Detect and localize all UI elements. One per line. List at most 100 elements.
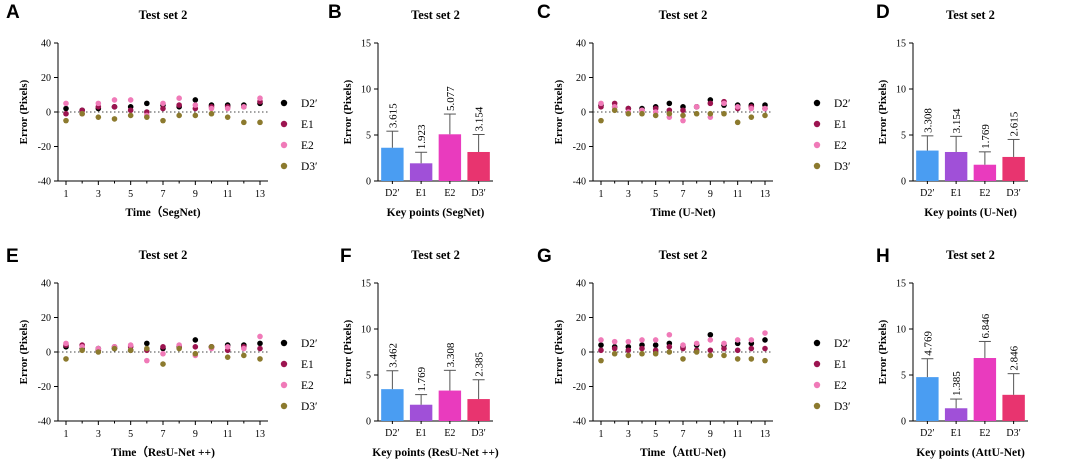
data-point-d3: [666, 110, 673, 117]
bar: [409, 163, 433, 181]
data-point-d3: [127, 347, 134, 354]
data-point-d3: [693, 349, 700, 355]
legend-label: D3′: [834, 161, 851, 173]
data-point-d3: [257, 119, 263, 126]
panel-d: D Test set 2 15 10 5 0 3.308 D2′ 3.154 E1 1.769 E2 2…: [876, 2, 1028, 219]
data-point-d3: [734, 119, 741, 126]
y-tick-label: 15: [361, 39, 371, 50]
y-tick-label: 40: [576, 39, 586, 50]
data-point-e2: [734, 104, 741, 110]
x-tick-label: E2: [979, 428, 990, 439]
x-tick-label: 1: [599, 429, 604, 440]
y-tick-label: 0: [901, 177, 906, 188]
y-axis-label: Error (Pixels): [877, 79, 889, 144]
data-point-d3: [144, 345, 150, 352]
bar: [409, 404, 433, 421]
data-point-e1: [680, 107, 686, 114]
x-tick-label: E1: [951, 188, 962, 199]
data-point-d3: [241, 119, 247, 126]
data-point-d3: [160, 361, 166, 367]
x-axis-label: Time (U-Net): [650, 207, 715, 219]
x-tick-label: E1: [416, 188, 427, 199]
y-tick-label: 10: [361, 85, 371, 96]
bar: [916, 150, 939, 181]
panel-h: H Test set 2 15 10 5 0 4.769 D2′ 1.385 E1 6.846 E2 2…: [876, 246, 1028, 459]
data-point-e2: [111, 97, 118, 103]
x-tick-label: 13: [760, 189, 770, 200]
panel-label: C: [537, 2, 551, 23]
data-point-e2: [127, 97, 134, 103]
y-tick-label: -40: [38, 417, 51, 428]
data-point-d3: [625, 352, 632, 359]
data-point-e2: [598, 337, 604, 343]
data-point-d3: [748, 114, 755, 120]
x-tick-label: D2′: [385, 428, 399, 439]
bar-value-label: 1.385: [951, 371, 963, 396]
data-point-e2: [734, 337, 741, 343]
bar: [381, 147, 404, 181]
legend-label: E1: [834, 119, 847, 131]
x-tick-label: 9: [708, 189, 713, 200]
legend-label: D2′: [301, 338, 318, 350]
data-point-e1: [160, 105, 166, 112]
y-tick-label: 5: [901, 371, 906, 382]
data-point-d3: [625, 110, 632, 117]
data-point-d3: [639, 350, 645, 357]
bar-value-label: 3.308: [922, 108, 934, 133]
data-point-d2: [257, 340, 263, 347]
data-point-e2: [241, 345, 247, 352]
y-tick-label: -40: [573, 177, 586, 188]
bar: [438, 390, 462, 421]
bar-value-label: 4.769: [922, 330, 934, 355]
data-point-d3: [160, 117, 166, 124]
data-point-e2: [224, 344, 231, 350]
data-point-e2: [693, 340, 700, 347]
data-point-d3: [95, 114, 102, 120]
data-point-e1: [707, 100, 714, 107]
data-point-d3: [192, 350, 199, 357]
data-point-e2: [693, 104, 700, 110]
y-tick-label: 40: [576, 279, 586, 290]
x-tick-label: 5: [653, 429, 658, 440]
bar-value-label: 3.462: [387, 343, 399, 368]
y-axis-label: Error (Pixels): [877, 319, 889, 384]
data-point-e2: [680, 117, 686, 124]
data-point-e2: [241, 104, 247, 110]
data-point-d3: [111, 345, 118, 352]
data-point-e1: [666, 344, 673, 350]
legend-marker: [280, 99, 288, 107]
data-point-e2: [762, 105, 768, 112]
legend-label: E2: [834, 380, 847, 392]
data-point-e1: [762, 345, 768, 352]
data-point-d3: [721, 352, 727, 359]
legend-label: D3′: [301, 161, 318, 173]
bar-value-label: 2.615: [1009, 111, 1021, 136]
data-point-d3: [224, 114, 231, 120]
x-axis-label: Time（ResU-Net ++): [111, 445, 215, 459]
data-point-d3: [611, 350, 618, 357]
data-point-d3: [652, 112, 659, 119]
y-tick-label: 40: [41, 39, 51, 50]
x-tick-label: 11: [223, 429, 233, 440]
x-tick-label: E1: [951, 428, 962, 439]
data-point-d3: [144, 114, 150, 120]
legend-marker: [280, 381, 288, 389]
y-axis-label: Error (Pixels): [342, 319, 354, 384]
data-point-d3: [127, 112, 134, 119]
panel-label: B: [328, 2, 342, 23]
x-axis-label: Key points (ResU-Net ++): [372, 447, 499, 459]
data-point-e2: [721, 100, 727, 107]
data-point-e1: [611, 345, 618, 352]
data-point-e2: [160, 350, 166, 357]
legend-marker: [280, 402, 288, 410]
x-tick-label: 7: [681, 189, 686, 200]
data-point-d3: [224, 354, 231, 360]
data-point-e1: [598, 347, 604, 354]
data-point-d3: [598, 117, 604, 124]
legend-marker: [813, 141, 821, 149]
x-tick-label: D2′: [920, 188, 934, 199]
data-point-e1: [192, 344, 199, 350]
bar: [916, 377, 939, 421]
x-tick-label: D2′: [920, 428, 934, 439]
